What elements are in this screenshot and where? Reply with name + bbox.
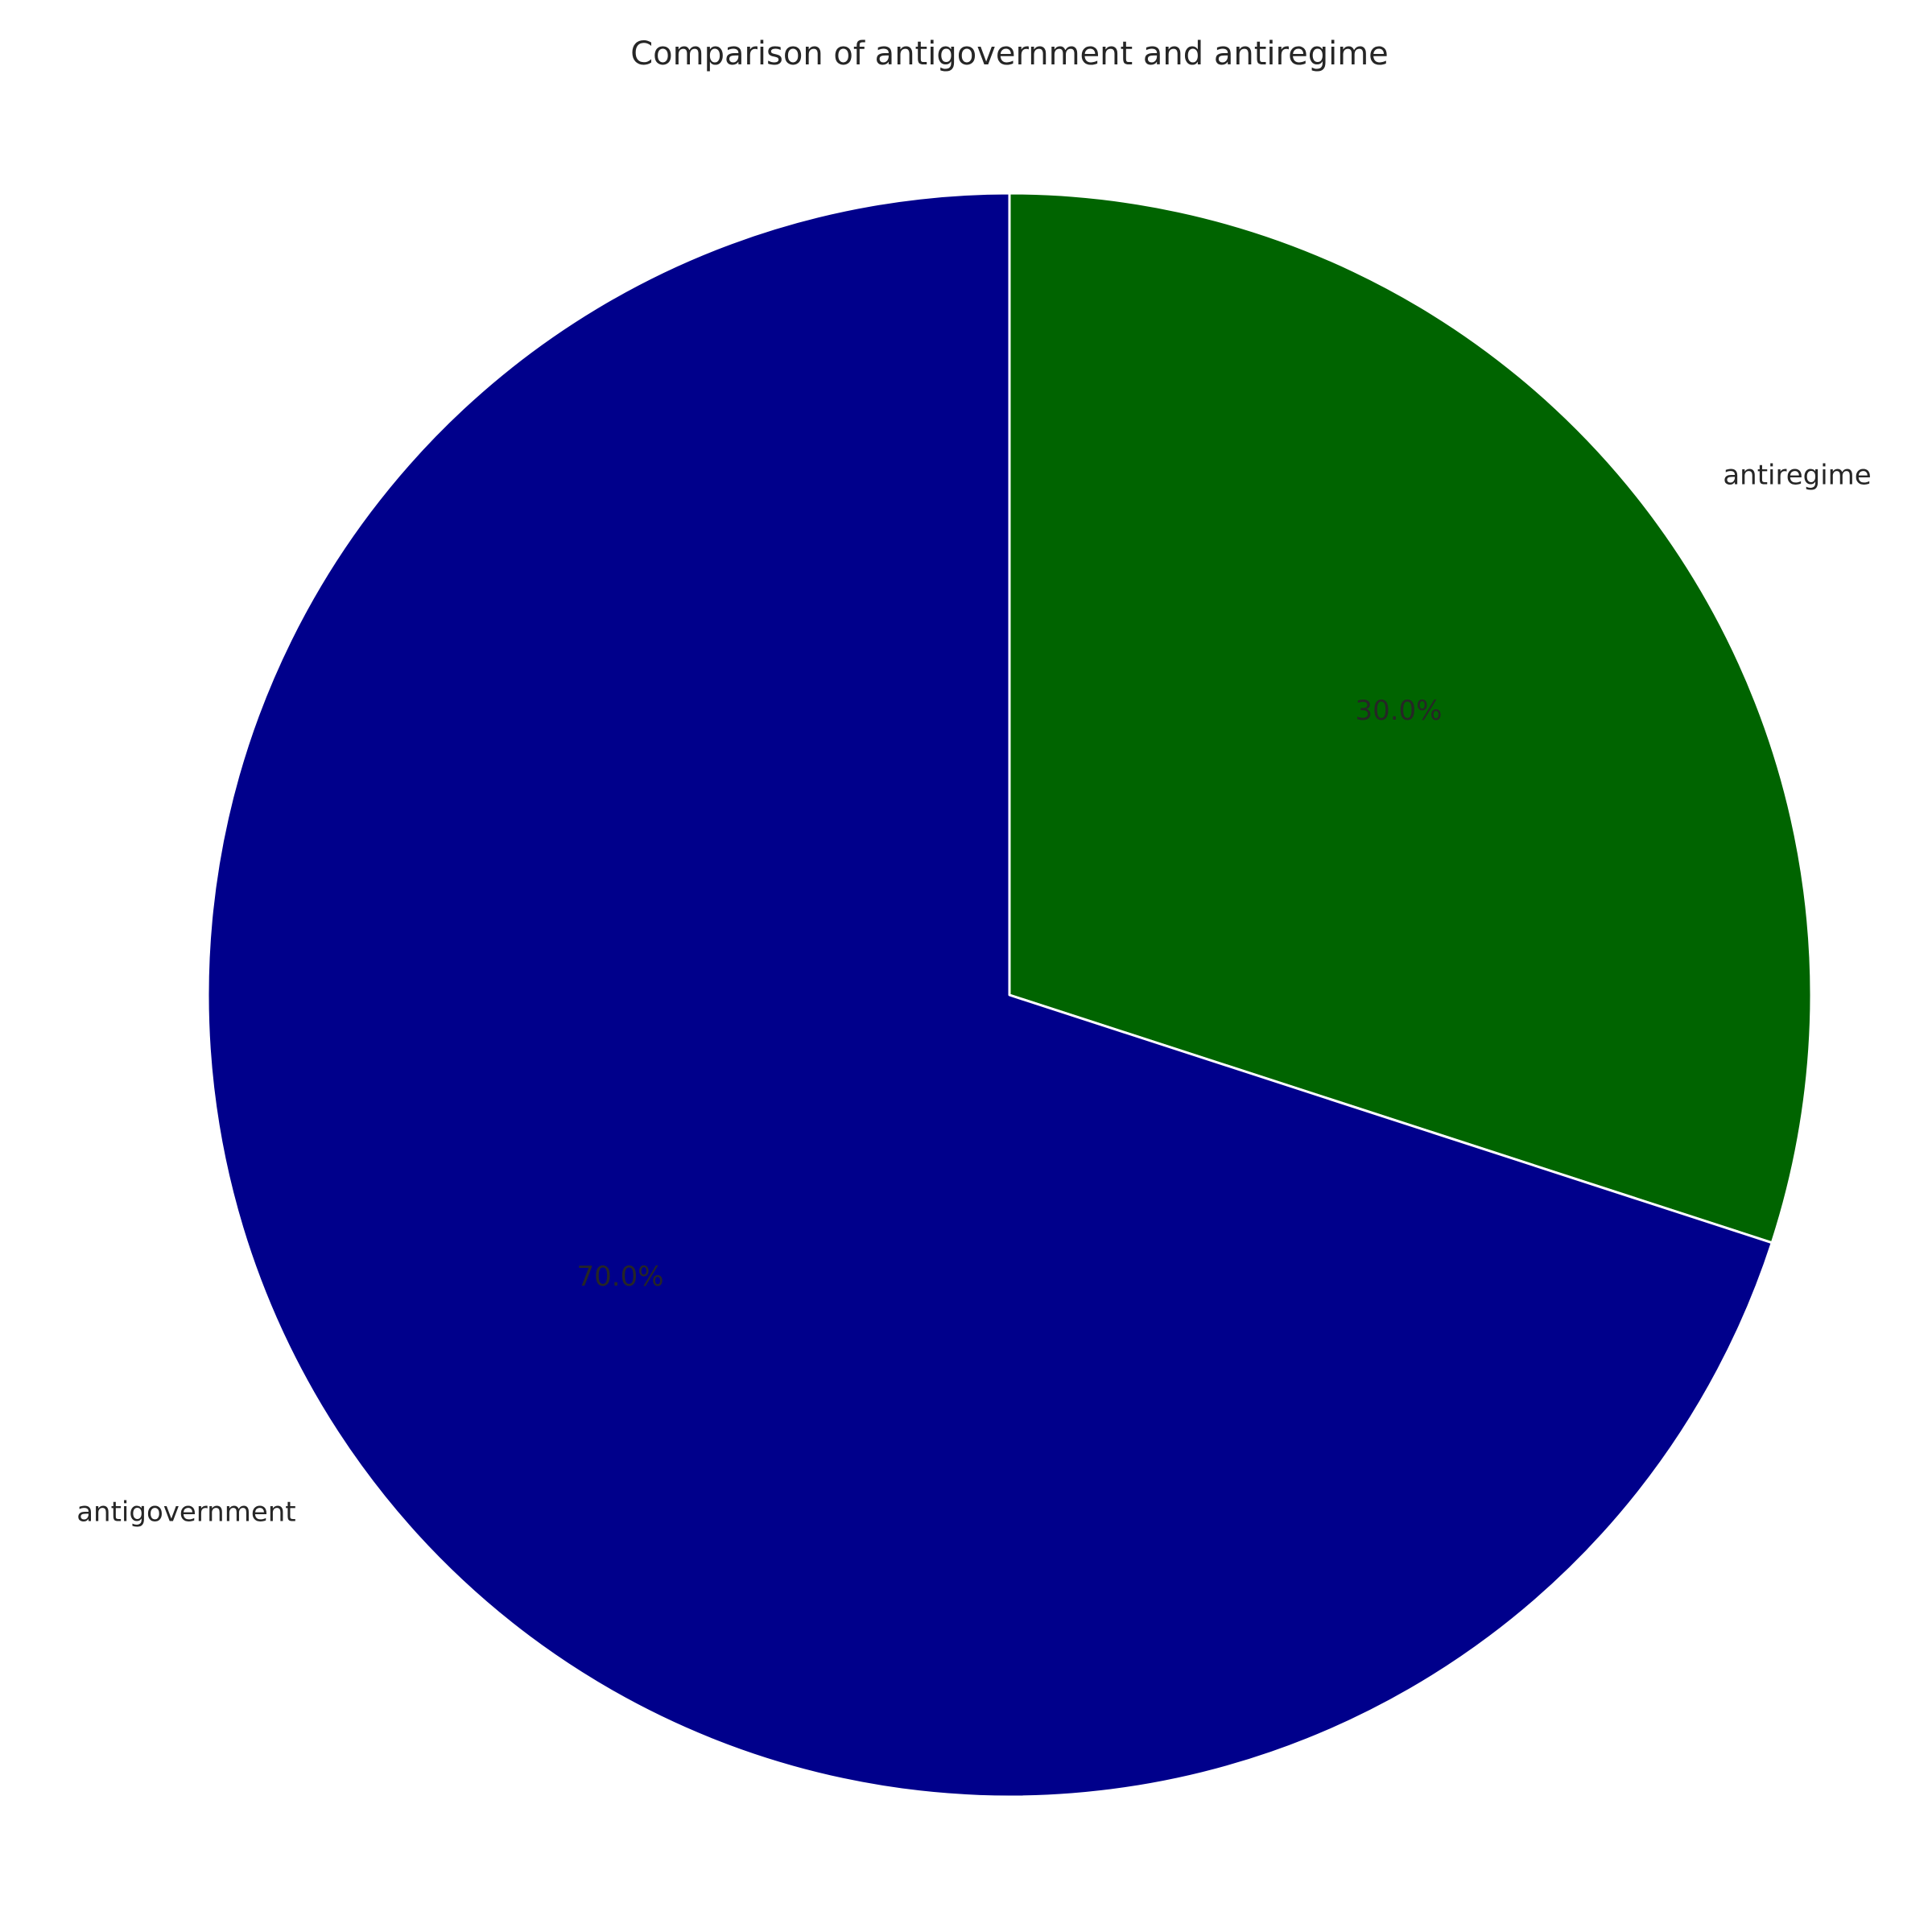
- chart-title: Comparison of antigovernment and antireg…: [630, 35, 1389, 72]
- pct-label-antiregime: 30.0%: [1355, 695, 1442, 727]
- pie-slice-antiregime: [1008, 192, 1813, 1245]
- pie-slice-antigovernment: [206, 192, 1773, 1798]
- pie-slices: [206, 192, 1813, 1798]
- pct-label-antigovernment: 70.0%: [577, 1261, 664, 1293]
- pie-labels: antiregime 30.0% antigovernment 70.0%: [76, 460, 1872, 1529]
- slice-label-antiregime: antiregime: [1723, 460, 1871, 492]
- slice-label-antigovernment: antigovernment: [76, 1496, 295, 1528]
